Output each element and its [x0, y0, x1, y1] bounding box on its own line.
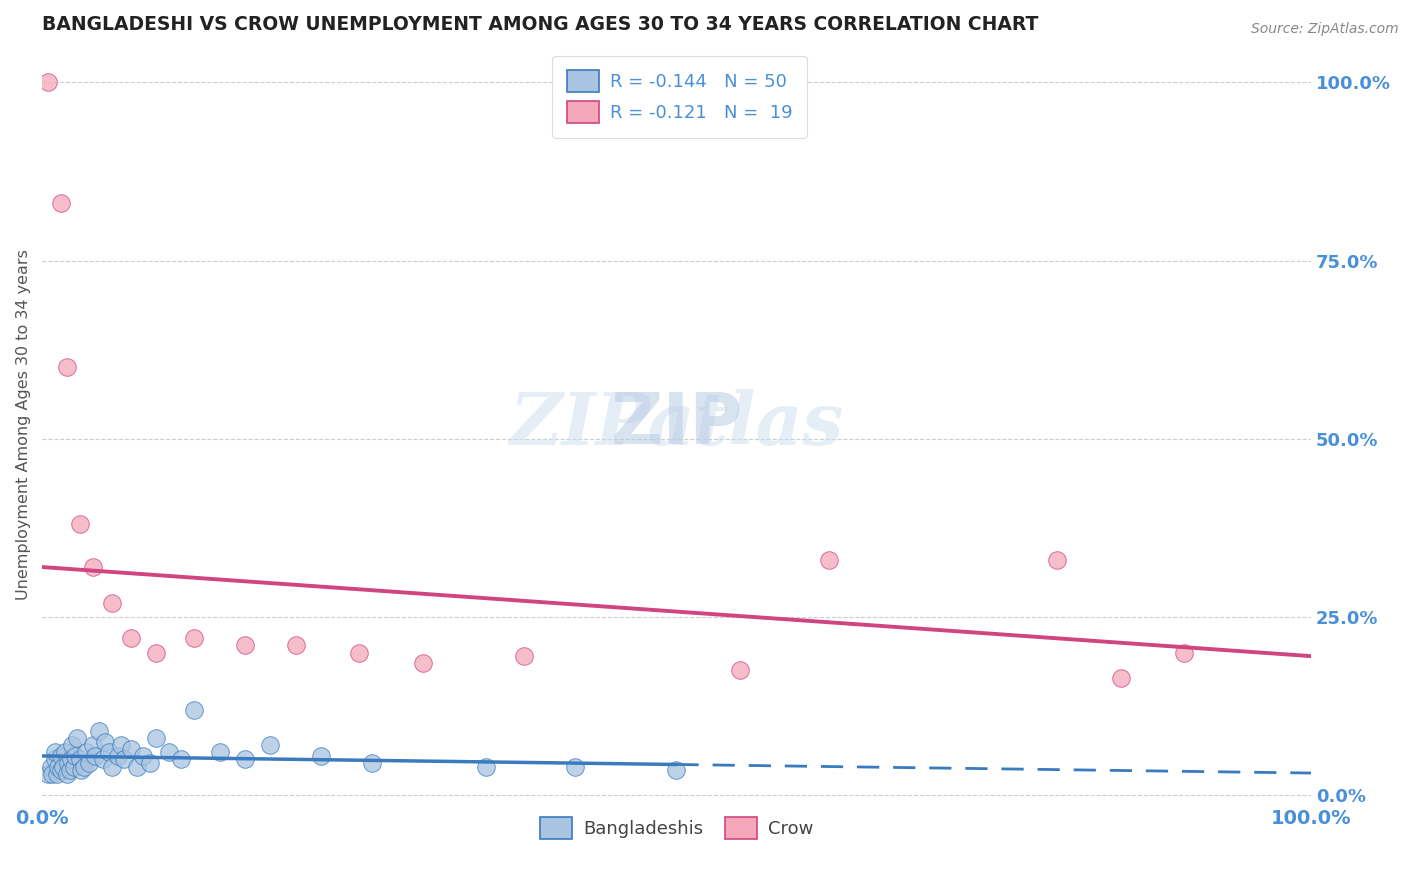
Point	[59, 763, 82, 777]
Point	[145, 731, 167, 745]
Point	[84, 748, 107, 763]
Point	[60, 738, 83, 752]
Point	[360, 756, 382, 770]
Point	[58, 756, 80, 770]
Point	[70, 763, 93, 777]
Point	[60, 752, 83, 766]
Point	[564, 759, 586, 773]
Point	[1173, 646, 1195, 660]
Point	[44, 752, 66, 766]
Point	[37, 75, 59, 89]
Point	[44, 745, 66, 759]
Point	[49, 196, 72, 211]
Point	[69, 752, 91, 766]
Point	[110, 738, 132, 752]
Point	[120, 632, 142, 646]
Point	[63, 748, 86, 763]
Point	[138, 756, 160, 770]
Point	[183, 632, 205, 646]
Point	[233, 752, 256, 766]
Point	[87, 723, 110, 738]
Point	[475, 759, 498, 773]
Point	[49, 748, 72, 763]
Point	[120, 741, 142, 756]
Point	[132, 748, 155, 763]
Y-axis label: Unemployment Among Ages 30 to 34 years: Unemployment Among Ages 30 to 34 years	[15, 249, 31, 600]
Point	[56, 766, 79, 780]
Point	[46, 759, 69, 773]
Point	[157, 745, 180, 759]
Point	[56, 360, 79, 375]
Point	[309, 748, 332, 763]
Point	[259, 738, 281, 752]
Point	[125, 759, 148, 773]
Point	[347, 646, 370, 660]
Point	[1109, 671, 1132, 685]
Point	[39, 759, 62, 773]
Point	[69, 517, 91, 532]
Point	[37, 766, 59, 780]
Point	[233, 639, 256, 653]
Point	[100, 596, 122, 610]
Point	[82, 560, 104, 574]
Text: BANGLADESHI VS CROW UNEMPLOYMENT AMONG AGES 30 TO 34 YEARS CORRELATION CHART: BANGLADESHI VS CROW UNEMPLOYMENT AMONG A…	[42, 15, 1038, 34]
Point	[66, 731, 89, 745]
Point	[412, 657, 434, 671]
Point	[170, 752, 193, 766]
Point	[46, 766, 69, 780]
Point	[513, 649, 536, 664]
Point	[98, 745, 121, 759]
Point	[145, 646, 167, 660]
Point	[94, 734, 117, 748]
Point	[52, 759, 75, 773]
Point	[284, 639, 307, 653]
Point	[1046, 553, 1069, 567]
Point	[41, 766, 63, 780]
Text: Source: ZipAtlas.com: Source: ZipAtlas.com	[1251, 22, 1399, 37]
Point	[53, 745, 76, 759]
Point	[107, 748, 129, 763]
Point	[62, 759, 84, 773]
Point	[665, 763, 688, 777]
Point	[208, 745, 231, 759]
Point	[73, 759, 96, 773]
Point	[112, 752, 135, 766]
Point	[817, 553, 839, 567]
Legend: Bangladeshis, Crow: Bangladeshis, Crow	[533, 810, 821, 847]
Point	[91, 752, 114, 766]
Point	[728, 664, 751, 678]
Point	[82, 738, 104, 752]
Text: ZIP: ZIP	[610, 390, 742, 459]
Point	[49, 763, 72, 777]
Point	[183, 703, 205, 717]
Text: ZIPatlas: ZIPatlas	[509, 389, 844, 460]
Point	[75, 745, 97, 759]
Point	[77, 756, 100, 770]
Point	[100, 759, 122, 773]
